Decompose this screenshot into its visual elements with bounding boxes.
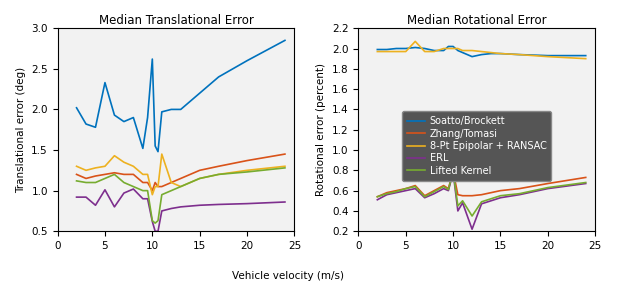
Text: Vehicle velocity (m/s): Vehicle velocity (m/s) [232, 271, 344, 281]
Title: Median Translational Error: Median Translational Error [99, 14, 253, 27]
Y-axis label: Rotational error (percent): Rotational error (percent) [317, 63, 326, 196]
Y-axis label: Translational error (deg): Translational error (deg) [16, 67, 26, 193]
Title: Median Rotational Error: Median Rotational Error [407, 14, 547, 27]
Legend: Soatto/Brockett, Zhang/Tomasi, 8-Pt Epipolar + RANSAC, ERL, Lifted Kernel: Soatto/Brockett, Zhang/Tomasi, 8-Pt Epip… [403, 111, 551, 181]
